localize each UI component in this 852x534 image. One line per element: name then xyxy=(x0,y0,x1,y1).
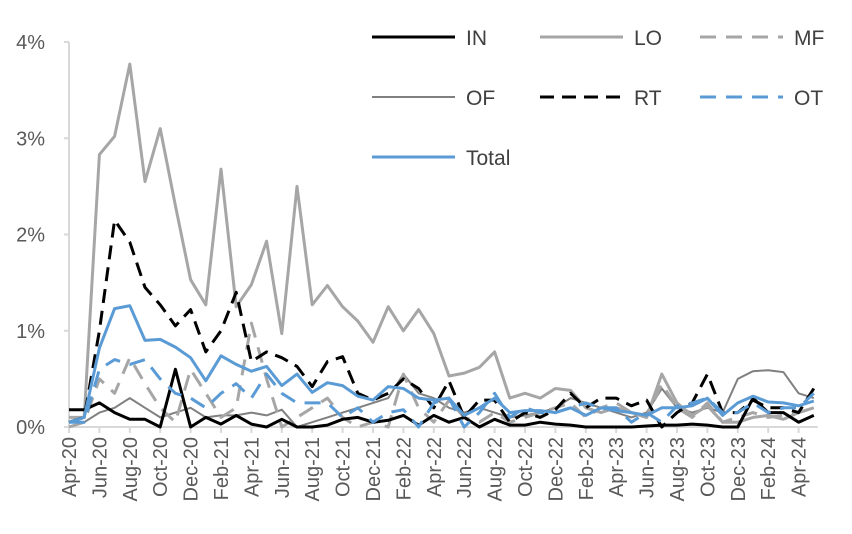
x-tick-label: Apr-22 xyxy=(424,437,446,497)
legend-label-total: Total xyxy=(466,147,510,170)
series-line-lo xyxy=(69,62,815,424)
x-tick-label: Apr-21 xyxy=(241,437,263,497)
x-tick-label: Oct-23 xyxy=(697,437,719,497)
x-tick-label: Feb-22 xyxy=(393,437,415,500)
x-tick-label: Feb-24 xyxy=(758,437,780,500)
x-tick-label: Dec-20 xyxy=(181,437,203,501)
x-tick-label: Dec-23 xyxy=(728,437,750,501)
x-tick-label: Apr-24 xyxy=(789,437,811,497)
y-tick-label: 3% xyxy=(16,128,45,150)
legend: IN LO MF OF RT OT Total xyxy=(372,27,824,170)
x-tick-label: Apr-20 xyxy=(59,437,81,497)
x-tick-label: Dec-21 xyxy=(363,437,385,501)
series-line-in xyxy=(69,367,815,429)
legend-label-rt: RT xyxy=(634,87,662,110)
legend-label-ot: OT xyxy=(794,87,823,110)
x-tick-label: Aug-23 xyxy=(667,437,689,502)
series-line-mf xyxy=(68,321,815,429)
x-tick-label: Jun-20 xyxy=(89,437,111,498)
series-line-ot xyxy=(69,358,815,429)
y-tick-label: 4% xyxy=(16,32,45,54)
x-tick-label: Oct-22 xyxy=(515,437,537,497)
x-tick-label: Jun-23 xyxy=(637,437,659,498)
x-tick-label: Aug-21 xyxy=(302,437,324,502)
x-tick-label: Aug-20 xyxy=(120,437,142,502)
x-tick-label: Jun-21 xyxy=(272,437,294,498)
y-tick-label: 1% xyxy=(16,321,45,343)
x-tick-label: Feb-21 xyxy=(211,437,233,500)
series-line-total xyxy=(68,304,815,424)
x-tick-label: Apr-23 xyxy=(606,437,628,497)
x-tick-label: Aug-22 xyxy=(485,437,507,502)
x-tick-label: Oct-20 xyxy=(150,437,172,497)
legend-label-mf: MF xyxy=(794,27,824,50)
x-tick-label: Oct-21 xyxy=(333,437,355,497)
legend-label-in: IN xyxy=(466,27,487,50)
y-tick-label: 0% xyxy=(16,417,45,439)
y-tick-label: 2% xyxy=(16,225,45,247)
legend-label-lo: LO xyxy=(634,27,662,50)
x-tick-label: Feb-23 xyxy=(576,437,598,500)
legend-label-of: OF xyxy=(466,87,495,110)
x-tick-label: Dec-22 xyxy=(545,437,567,501)
x-tick-label: Jun-22 xyxy=(454,437,476,498)
